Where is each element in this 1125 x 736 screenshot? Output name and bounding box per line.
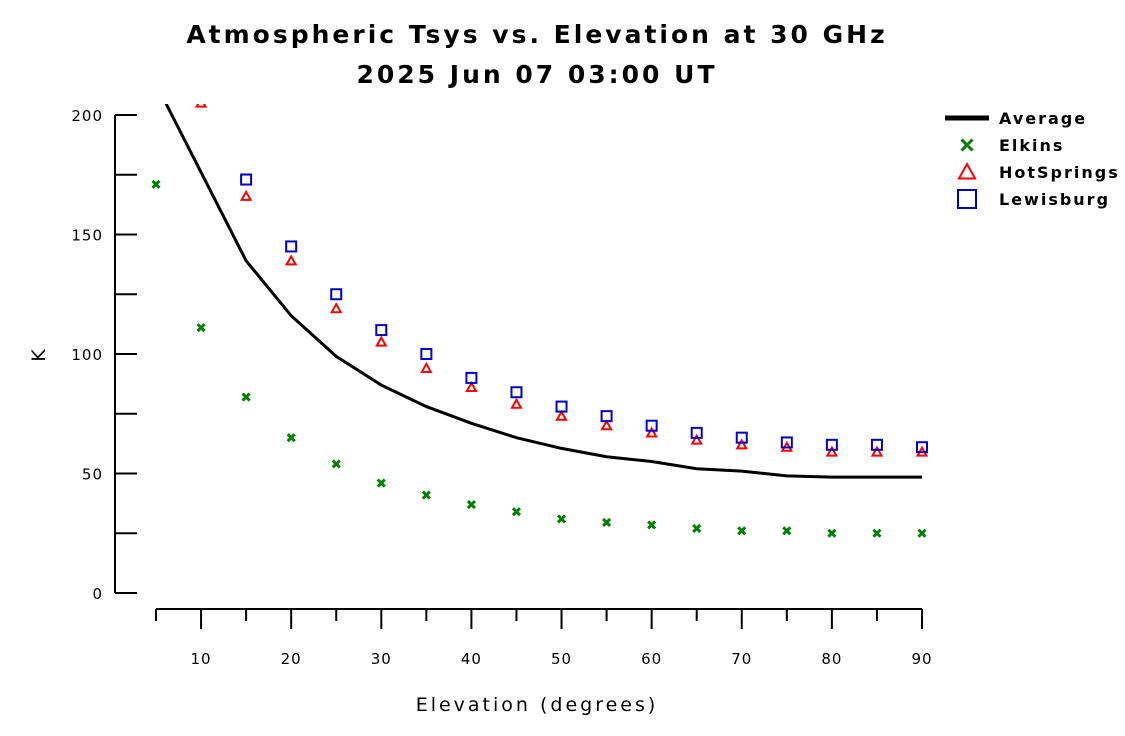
point-elkins xyxy=(782,526,792,536)
point-lewisburg xyxy=(465,371,478,384)
legend-swatch-lewisburg xyxy=(957,189,977,209)
y-tick-label: 0 xyxy=(92,585,103,603)
point-elkins xyxy=(511,507,522,517)
point-elkins xyxy=(466,500,476,510)
legend: Average Elkins HotSprings Lewisburg xyxy=(945,109,1120,209)
point-elkins xyxy=(376,478,386,488)
x-axis-label: Elevation (degrees) xyxy=(416,694,659,716)
point-lewisburg xyxy=(825,438,838,451)
point-elkins xyxy=(602,517,612,528)
x-tick-label: 20 xyxy=(281,650,302,668)
point-lewisburg xyxy=(916,441,928,454)
chart-subtitle: 2025 Jun 07 03:00 UT xyxy=(356,60,717,89)
point-hotsprings xyxy=(239,189,253,201)
legend-entry-lewisburg: Lewisburg xyxy=(957,189,1110,209)
point-lewisburg xyxy=(285,240,298,253)
point-lewisburg xyxy=(645,419,658,432)
point-hotsprings xyxy=(690,433,703,445)
point-hotsprings xyxy=(825,445,839,457)
point-hotsprings xyxy=(870,445,884,457)
point-hotsprings xyxy=(330,302,343,314)
x-tick-label: 50 xyxy=(551,650,572,668)
point-lewisburg xyxy=(555,400,568,413)
legend-swatch-hotsprings xyxy=(957,162,977,180)
point-elkins xyxy=(917,528,927,538)
point-lewisburg xyxy=(510,386,523,399)
point-lewisburg xyxy=(330,288,343,301)
legend-label-hotsprings: HotSprings xyxy=(999,163,1120,182)
point-elkins xyxy=(737,526,747,536)
point-elkins xyxy=(421,490,431,500)
point-elkins xyxy=(241,392,251,402)
point-hotsprings xyxy=(645,426,658,438)
point-elkins xyxy=(556,514,567,524)
point-hotsprings xyxy=(600,419,613,431)
point-lewisburg xyxy=(375,324,388,337)
x-tick-label: 90 xyxy=(911,650,932,668)
chart-title: Atmospheric Tsys vs. Elevation at 30 GHz xyxy=(186,20,887,49)
point-lewisburg xyxy=(735,431,748,444)
point-lewisburg xyxy=(420,348,433,360)
point-lewisburg xyxy=(690,426,703,439)
point-elkins xyxy=(196,323,206,333)
point-hotsprings xyxy=(510,397,523,409)
legend-label-lewisburg: Lewisburg xyxy=(999,190,1110,209)
point-hotsprings xyxy=(284,254,298,266)
legend-entry-elkins: Elkins xyxy=(960,136,1064,155)
point-elkins xyxy=(647,520,657,530)
legend-entry-average: Average xyxy=(945,109,1087,128)
point-hotsprings xyxy=(555,409,568,421)
point-hotsprings xyxy=(420,361,433,373)
y-tick-label: 50 xyxy=(82,466,103,484)
x-tick-label: 70 xyxy=(731,650,752,668)
legend-label-elkins: Elkins xyxy=(999,136,1064,155)
legend-swatch-elkins xyxy=(960,138,974,152)
point-lewisburg xyxy=(780,436,793,449)
point-elkins xyxy=(331,459,341,469)
x-tick-label: 10 xyxy=(191,650,212,668)
legend-label-average: Average xyxy=(999,109,1087,128)
point-elkins xyxy=(286,433,296,443)
point-lewisburg xyxy=(870,438,883,451)
x-tick-label: 80 xyxy=(821,650,842,668)
y-tick-label: 150 xyxy=(71,227,103,245)
point-hotsprings xyxy=(194,104,208,108)
point-elkins xyxy=(872,528,882,538)
legend-entry-hotsprings: HotSprings xyxy=(957,162,1120,182)
x-tick-label: 60 xyxy=(641,650,662,668)
point-hotsprings xyxy=(375,335,388,347)
point-lewisburg xyxy=(240,173,253,186)
point-hotsprings xyxy=(465,381,478,393)
x-tick-label: 40 xyxy=(461,650,482,668)
y-axis-label: K xyxy=(28,346,50,361)
point-elkins xyxy=(151,179,161,189)
y-tick-label: 100 xyxy=(71,346,103,364)
point-elkins xyxy=(827,528,837,538)
point-lewisburg xyxy=(600,410,613,423)
series-line-average xyxy=(164,104,922,479)
x-tick-label: 30 xyxy=(371,650,392,668)
point-hotsprings xyxy=(735,438,748,450)
y-tick-label: 200 xyxy=(71,107,103,125)
point-elkins xyxy=(692,523,702,534)
